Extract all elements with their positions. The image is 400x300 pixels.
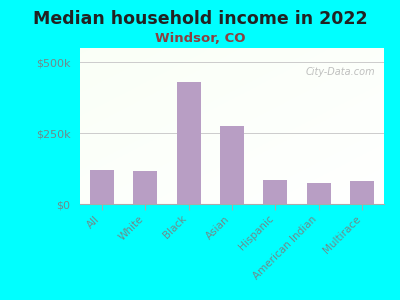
Bar xyxy=(177,82,200,204)
Text: Windsor, CO: Windsor, CO xyxy=(155,32,245,44)
Text: City-Data.com: City-Data.com xyxy=(305,67,375,77)
Bar xyxy=(264,180,287,204)
Text: Median household income in 2022: Median household income in 2022 xyxy=(33,11,367,28)
Bar xyxy=(350,181,374,204)
Bar xyxy=(307,183,331,204)
Bar xyxy=(220,126,244,204)
Bar xyxy=(90,170,114,204)
Bar xyxy=(133,171,157,204)
